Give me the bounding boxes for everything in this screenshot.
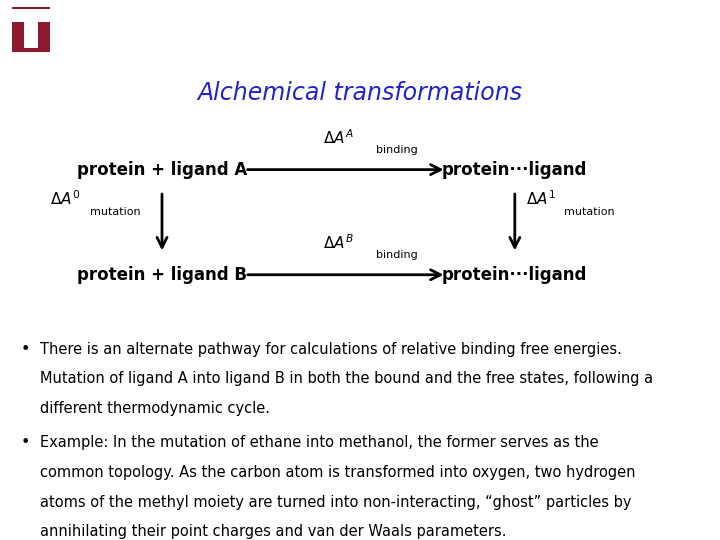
- Text: protein + ligand B: protein + ligand B: [77, 266, 247, 284]
- FancyBboxPatch shape: [24, 21, 38, 49]
- Text: $\Delta A^0$: $\Delta A^0$: [50, 189, 81, 208]
- Text: Mutation of ligand A into ligand B in both the bound and the free states, follow: Mutation of ligand A into ligand B in bo…: [40, 372, 653, 386]
- Text: protein + ligand A: protein + ligand A: [77, 160, 247, 179]
- Text: atoms of the methyl moiety are turned into non-interacting, “ghost” particles by: atoms of the methyl moiety are turned in…: [40, 495, 631, 510]
- Text: Example: In the mutation of ethane into methanol, the former serves as the: Example: In the mutation of ethane into …: [40, 435, 598, 450]
- Text: $\Delta A^1$: $\Delta A^1$: [526, 189, 555, 208]
- Text: TEMPLE: TEMPLE: [71, 11, 150, 29]
- Text: There is an alternate pathway for calculations of relative binding free energies: There is an alternate pathway for calcul…: [40, 342, 621, 357]
- Text: •: •: [20, 342, 30, 357]
- Text: $\Delta A^B$: $\Delta A^B$: [323, 233, 354, 252]
- Text: Alchemical transformations: Alchemical transformations: [197, 81, 523, 105]
- Text: binding: binding: [376, 145, 418, 156]
- Text: protein···ligand: protein···ligand: [442, 266, 588, 284]
- Text: mutation: mutation: [564, 207, 614, 218]
- FancyBboxPatch shape: [11, 9, 51, 22]
- Text: UNIVERSITY®: UNIVERSITY®: [71, 42, 132, 51]
- Text: $\Delta A^A$: $\Delta A^A$: [323, 128, 354, 147]
- FancyBboxPatch shape: [9, 5, 53, 56]
- FancyBboxPatch shape: [12, 8, 50, 52]
- Text: common topology. As the carbon atom is transformed into oxygen, two hydrogen: common topology. As the carbon atom is t…: [40, 465, 635, 480]
- Text: annihilating their point charges and van der Waals parameters.: annihilating their point charges and van…: [40, 524, 506, 539]
- Text: binding: binding: [376, 251, 418, 260]
- Text: protein···ligand: protein···ligand: [442, 160, 588, 179]
- Text: different thermodynamic cycle.: different thermodynamic cycle.: [40, 401, 269, 416]
- Text: •: •: [20, 435, 30, 450]
- Text: mutation: mutation: [90, 207, 140, 218]
